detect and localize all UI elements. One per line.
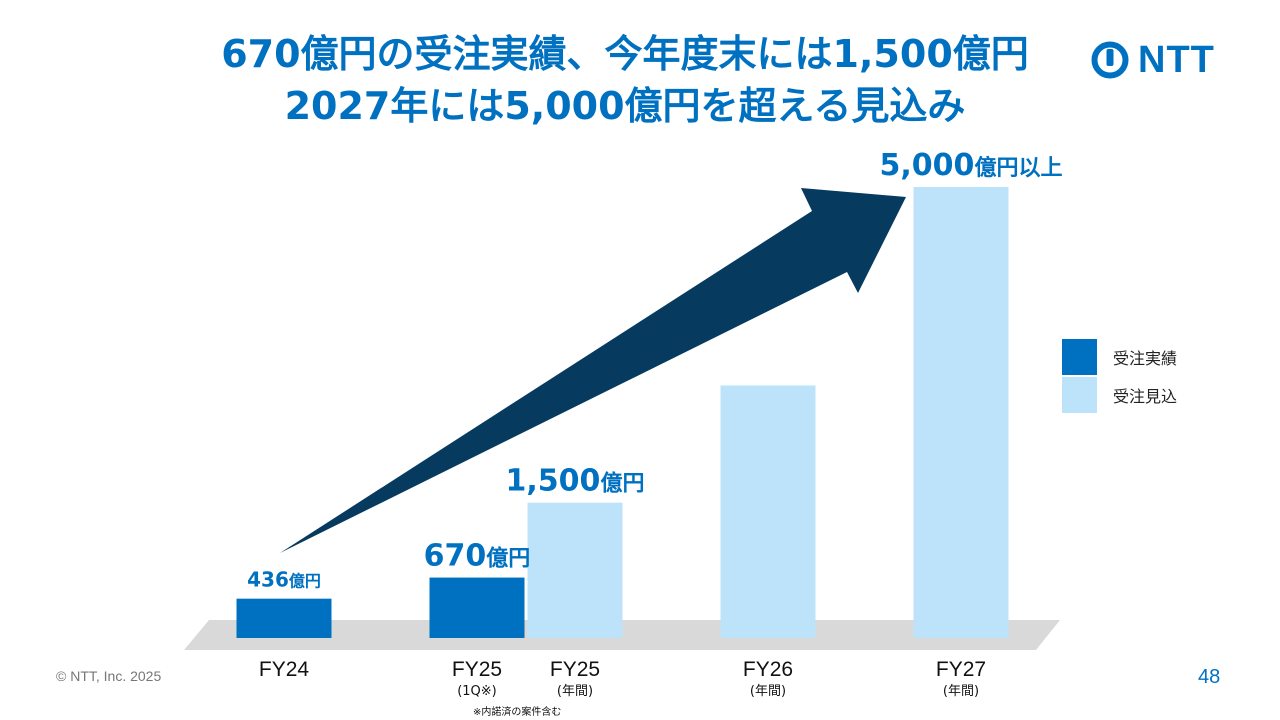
bar-value-label-1: 436億円	[247, 568, 321, 592]
bar-value-label-3: 1,500億円	[506, 464, 645, 499]
growth-arrow	[280, 188, 906, 553]
x-tick-label-5: FY27	[936, 658, 986, 681]
bar-value-number-2: 670	[424, 539, 487, 574]
bar-value-label-5: 5,000億円以上	[880, 148, 1063, 183]
x-tick-label-3: FY25	[550, 658, 600, 681]
copyright: © NTT, Inc. 2025	[56, 668, 162, 684]
bar-value-number-5: 5,000	[880, 148, 975, 183]
title-line-1: 670億円の受注実績、今年度末には1,500億円	[221, 32, 1029, 76]
bar-3	[527, 502, 623, 638]
legend-label-forecast: 受注見込	[1113, 387, 1178, 406]
x-tick-label-1: FY24	[259, 658, 310, 681]
ntt-logo-icon	[1091, 41, 1129, 79]
page-number: 48	[1198, 666, 1221, 688]
x-tick-sublabel-2: (1Q※)	[457, 684, 497, 699]
bar-value-number-3: 1,500	[506, 464, 601, 499]
x-tick-sublabel-3: (年間)	[557, 684, 593, 699]
x-tick-sublabel-4: (年間)	[750, 684, 786, 699]
bar-value-number-1: 436	[247, 568, 289, 592]
bar-value-label-2: 670億円	[424, 539, 531, 574]
bar-2	[429, 577, 525, 638]
footnote: ※内諾済の案件含む	[473, 707, 562, 718]
logo-text: NTT	[1138, 38, 1215, 81]
legend-item-actual: 受注実績	[1062, 339, 1177, 375]
bar-5	[913, 187, 1009, 638]
bar-value-unit-3: 億円	[600, 471, 644, 497]
legend-swatch-actual	[1062, 339, 1097, 375]
legend-swatch-forecast	[1062, 377, 1097, 413]
ntt-logo: NTT	[1090, 38, 1215, 82]
x-tick-label-4: FY26	[743, 658, 793, 681]
bar-4	[720, 385, 816, 638]
chart-legend: 受注実績 受注見込	[1062, 339, 1177, 415]
bar-1	[236, 598, 332, 638]
bar-value-unit-5: 億円以上	[974, 155, 1062, 181]
legend-label-actual: 受注実績	[1113, 349, 1178, 368]
slide-title: 670億円の受注実績、今年度末には1,500億円 2027年には5,000億円を…	[0, 28, 1250, 132]
x-tick-sublabel-5: (年間)	[943, 684, 979, 699]
legend-item-forecast: 受注見込	[1062, 377, 1177, 413]
bar-value-unit-2: 億円	[486, 546, 530, 572]
bar-value-unit-1: 億円	[289, 572, 321, 591]
title-line-2: 2027年には5,000億円を超える見込み	[284, 84, 966, 128]
x-tick-label-2: FY25	[452, 658, 502, 681]
